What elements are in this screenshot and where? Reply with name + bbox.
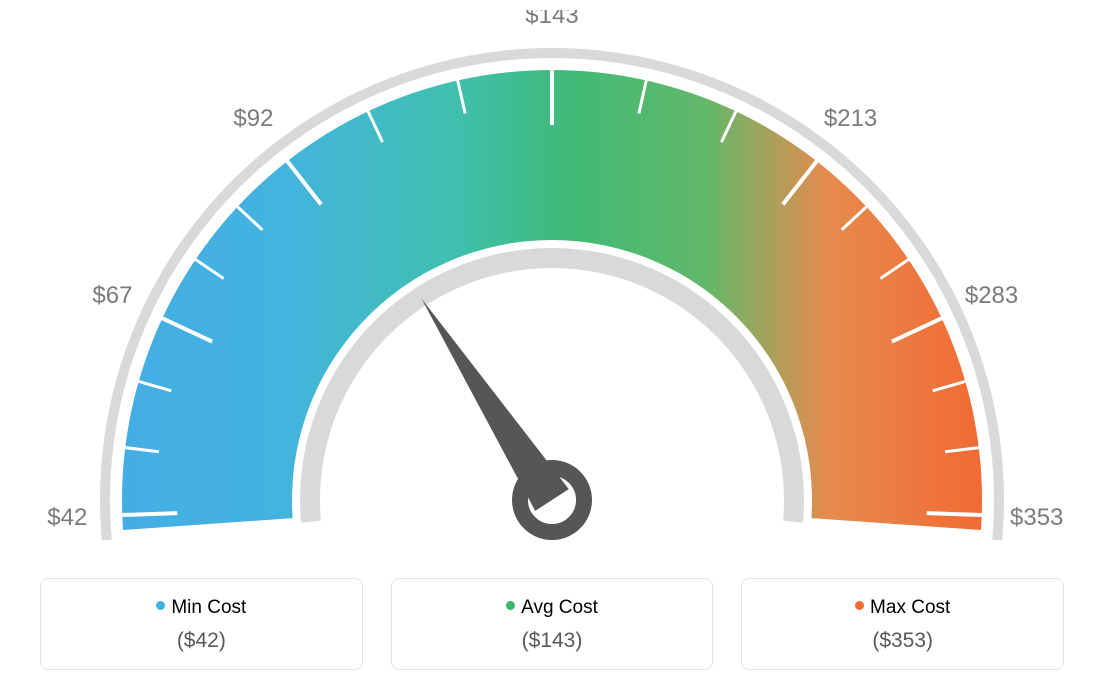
legend-row: Min Cost ($42) Avg Cost ($143) Max Cost … [0, 578, 1104, 670]
svg-text:$143: $143 [525, 10, 578, 29]
legend-value-min: ($42) [53, 629, 350, 653]
legend-label-max: Max Cost [870, 597, 950, 618]
legend-label-avg: Avg Cost [521, 597, 598, 618]
svg-text:$67: $67 [92, 282, 132, 309]
legend-title-avg: Avg Cost [404, 597, 701, 619]
dot-icon [156, 601, 165, 610]
legend-label-min: Min Cost [171, 597, 246, 618]
svg-text:$42: $42 [47, 504, 87, 531]
gauge-svg: $42 $67 $92 $143 $213 $283 $353 [0, 10, 1104, 570]
svg-text:$353: $353 [1010, 504, 1063, 531]
legend-title-min: Min Cost [53, 597, 350, 619]
svg-text:$283: $283 [965, 282, 1018, 309]
legend-value-max: ($353) [754, 629, 1051, 653]
legend-title-max: Max Cost [754, 597, 1051, 619]
svg-text:$213: $213 [824, 105, 877, 132]
legend-card-avg: Avg Cost ($143) [391, 578, 714, 670]
cost-gauge-chart: $42 $67 $92 $143 $213 $283 $353 [0, 10, 1104, 570]
legend-card-min: Min Cost ($42) [40, 578, 363, 670]
legend-card-max: Max Cost ($353) [741, 578, 1064, 670]
dot-icon [506, 601, 515, 610]
dot-icon [855, 601, 864, 610]
svg-text:$92: $92 [233, 105, 273, 132]
legend-value-avg: ($143) [404, 629, 701, 653]
